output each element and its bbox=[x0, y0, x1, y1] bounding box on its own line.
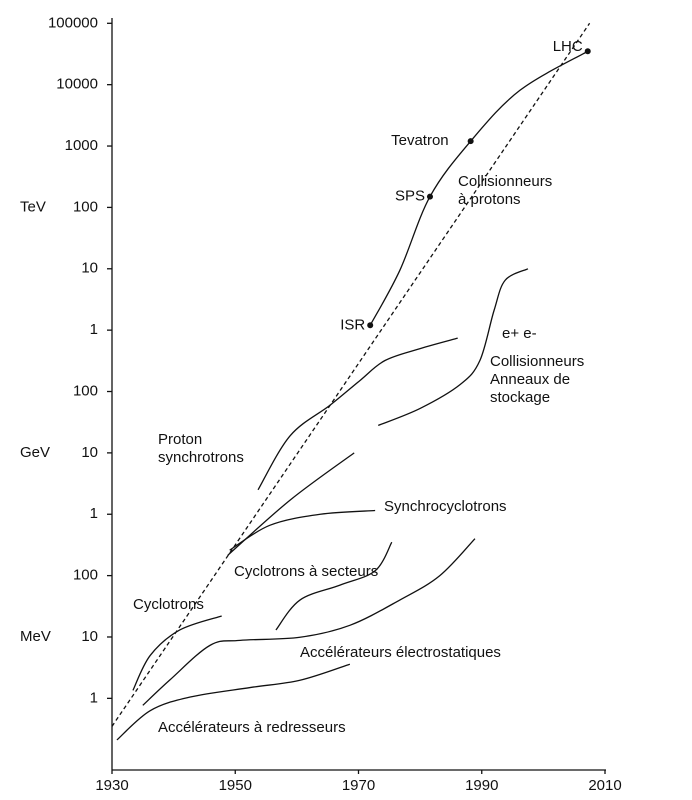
series-line bbox=[227, 452, 355, 556]
y-tick-label: 100000 bbox=[48, 14, 98, 31]
machine-label: LHC bbox=[553, 38, 583, 55]
machine-point bbox=[367, 322, 374, 329]
machine-point bbox=[584, 48, 591, 55]
y-tick-label: 10 bbox=[81, 260, 98, 277]
machine-point bbox=[426, 193, 433, 200]
y-tick-label: 1 bbox=[90, 505, 98, 522]
series-label: Accélérateurs électrostatiques bbox=[300, 644, 501, 661]
series-label: Proton bbox=[158, 431, 202, 448]
series-label: Synchrocyclotrons bbox=[384, 498, 507, 515]
series-label: e+ e- bbox=[502, 325, 537, 342]
series-label: Cyclotrons bbox=[133, 596, 204, 613]
y-tick-label: 100 bbox=[73, 382, 98, 399]
series-line bbox=[369, 50, 589, 326]
machine-point bbox=[467, 138, 474, 145]
series-label: stockage bbox=[490, 389, 550, 406]
series-label: synchrotrons bbox=[158, 449, 244, 466]
machine-label: ISR bbox=[340, 316, 365, 333]
y-tick-label: 10 bbox=[81, 628, 98, 645]
series-label: Cyclotrons à secteurs bbox=[234, 563, 378, 580]
series-line bbox=[229, 509, 376, 551]
y-tick-label: 10 bbox=[81, 444, 98, 461]
series-label: à protons bbox=[458, 191, 521, 208]
machine-label: Tevatron bbox=[391, 132, 449, 149]
series-label: Collisionneurs bbox=[490, 353, 584, 370]
x-tick-label: 2010 bbox=[588, 777, 621, 794]
y-tick-label: 1000 bbox=[65, 137, 98, 154]
y-tick-label: 100 bbox=[73, 567, 98, 584]
x-tick-label: 1970 bbox=[342, 777, 375, 794]
y-tick-label: 100 bbox=[73, 198, 98, 215]
series-line bbox=[142, 538, 476, 706]
y-tick-label: 10000 bbox=[56, 76, 98, 93]
machine-label: SPS bbox=[395, 188, 425, 205]
series-line bbox=[132, 615, 222, 691]
series-line bbox=[257, 337, 458, 491]
y-tick-label: 1 bbox=[90, 689, 98, 706]
unit-label: MeV bbox=[20, 628, 51, 645]
x-tick-label: 1990 bbox=[465, 777, 498, 794]
x-tick-label: 1930 bbox=[95, 777, 128, 794]
unit-label: GeV bbox=[20, 444, 50, 461]
series-label: Anneaux de bbox=[490, 371, 570, 388]
series-line bbox=[377, 268, 529, 427]
series-label: Accélérateurs à redresseurs bbox=[158, 719, 346, 736]
y-tick-label: 1 bbox=[90, 321, 98, 338]
unit-label: TeV bbox=[20, 198, 46, 215]
series-line bbox=[116, 663, 351, 741]
series-label: Collisionneurs bbox=[458, 173, 552, 190]
series-line bbox=[275, 541, 393, 631]
x-tick-label: 1950 bbox=[219, 777, 252, 794]
series-line bbox=[111, 22, 591, 727]
